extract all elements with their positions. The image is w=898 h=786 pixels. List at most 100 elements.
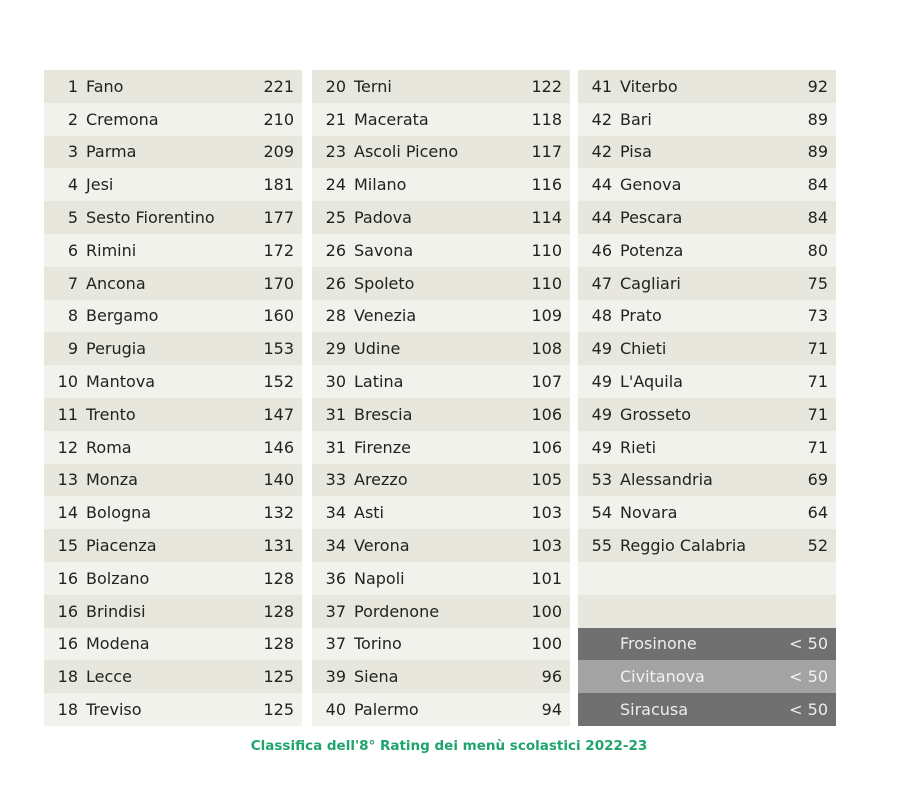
table-row: 8 Bergamo 160 — [44, 299, 302, 333]
table-row: 26 Savona 110 — [312, 233, 570, 267]
city-cell: Modena — [86, 634, 150, 654]
score-cell: 96 — [541, 667, 562, 687]
table-row: 42 Pisa 89 — [578, 135, 836, 169]
score-cell: 147 — [263, 404, 294, 424]
city-cell: Lecce — [86, 667, 132, 687]
table-row: 31 Brescia 106 — [312, 397, 570, 431]
rank-cell: 41 — [591, 76, 612, 96]
score-cell: 103 — [531, 503, 562, 523]
score-cell: 177 — [263, 208, 294, 228]
city-cell: Bergamo — [86, 306, 159, 326]
table-row: 4 Jesi 181 — [44, 168, 302, 202]
city-cell: Frosinone — [620, 634, 697, 654]
table-row: 53 Alessandria 69 — [578, 463, 836, 497]
rank-cell: 48 — [591, 306, 612, 326]
city-cell: Fano — [86, 76, 124, 96]
table-row: 34 Asti 103 — [312, 496, 570, 530]
score-cell: 114 — [531, 208, 562, 228]
score-cell: 64 — [807, 503, 828, 523]
table-row: 9 Perugia 153 — [44, 332, 302, 366]
table-row: 49 L'Aquila 71 — [578, 365, 836, 398]
score-cell: 106 — [531, 437, 562, 457]
city-cell: Asti — [354, 503, 384, 523]
table-row: Civitanova < 50 — [578, 660, 836, 694]
score-cell: 107 — [531, 372, 562, 392]
rank-cell: 37 — [325, 601, 346, 621]
rank-cell: 10 — [57, 372, 78, 392]
rank-cell: 49 — [591, 404, 612, 424]
city-cell: Firenze — [354, 437, 411, 457]
city-cell: Latina — [354, 372, 404, 392]
score-cell: 106 — [531, 404, 562, 424]
table-row: Siracusa < 50 — [578, 693, 836, 726]
rank-cell: 44 — [591, 175, 612, 195]
city-cell: Piacenza — [86, 536, 157, 556]
rank-cell: 46 — [591, 240, 612, 260]
score-cell: 103 — [531, 536, 562, 556]
city-cell: Brescia — [354, 404, 413, 424]
table-row: 24 Milano 116 — [312, 168, 570, 202]
score-cell: 152 — [263, 372, 294, 392]
score-cell: 122 — [531, 76, 562, 96]
score-cell: < 50 — [789, 634, 828, 654]
score-cell: 125 — [263, 700, 294, 720]
score-cell: 170 — [263, 273, 294, 293]
score-cell: 140 — [263, 470, 294, 490]
table-row: Frosinone < 50 — [578, 627, 836, 661]
table-row: 44 Genova 84 — [578, 168, 836, 202]
table-row: 33 Arezzo 105 — [312, 463, 570, 497]
city-cell: Sesto Fiorentino — [86, 208, 215, 228]
city-cell: Savona — [354, 240, 414, 260]
table-row: 30 Latina 107 — [312, 365, 570, 398]
score-cell: 100 — [531, 601, 562, 621]
city-cell: Pordenone — [354, 601, 440, 621]
city-cell: Novara — [620, 503, 678, 523]
city-cell: Palermo — [354, 700, 419, 720]
score-cell: 52 — [807, 536, 828, 556]
table-row: 7 Ancona 170 — [44, 266, 302, 300]
rank-cell: 47 — [591, 273, 612, 293]
table-row — [578, 594, 836, 628]
score-cell: 69 — [807, 470, 828, 490]
city-cell: Padova — [354, 208, 412, 228]
score-cell: 172 — [263, 240, 294, 260]
table-row: 28 Venezia 109 — [312, 299, 570, 333]
city-cell: Grosseto — [620, 404, 691, 424]
rank-cell: 26 — [325, 240, 346, 260]
rank-cell: 30 — [325, 372, 346, 392]
score-cell: 110 — [531, 273, 562, 293]
table-row: 39 Siena 96 — [312, 660, 570, 694]
table-row: 48 Prato 73 — [578, 299, 836, 333]
rank-cell: 7 — [67, 273, 78, 293]
rank-cell: 4 — [67, 175, 78, 195]
rank-cell: 36 — [325, 568, 346, 588]
score-cell: 75 — [807, 273, 828, 293]
city-cell: Alessandria — [620, 470, 713, 490]
score-cell: 210 — [263, 109, 294, 129]
rank-cell: 31 — [325, 437, 346, 457]
score-cell: < 50 — [789, 700, 828, 720]
rank-cell: 28 — [325, 306, 346, 326]
score-cell: 128 — [263, 568, 294, 588]
score-cell: 89 — [807, 142, 828, 162]
city-cell: Pescara — [620, 208, 683, 228]
rank-cell: 55 — [591, 536, 612, 556]
rank-cell: 2 — [67, 109, 78, 129]
city-cell: Roma — [86, 437, 132, 457]
city-cell: Bologna — [86, 503, 152, 523]
city-cell: Terni — [354, 76, 392, 96]
city-cell: Ancona — [86, 273, 146, 293]
table-row: 55 Reggio Calabria 52 — [578, 529, 836, 562]
score-cell: 181 — [263, 175, 294, 195]
city-cell: Siena — [354, 667, 399, 687]
table-row: 40 Palermo 94 — [312, 693, 570, 726]
rank-cell: 8 — [67, 306, 78, 326]
score-cell: < 50 — [789, 667, 828, 687]
table-row: 11 Trento 147 — [44, 397, 302, 431]
table-row: 15 Piacenza 131 — [44, 529, 302, 562]
city-cell: Cremona — [86, 109, 159, 129]
table-row: 2 Cremona 210 — [44, 102, 302, 136]
rank-cell: 26 — [325, 273, 346, 293]
table-row: 16 Modena 128 — [44, 627, 302, 661]
rank-cell: 25 — [325, 208, 346, 228]
